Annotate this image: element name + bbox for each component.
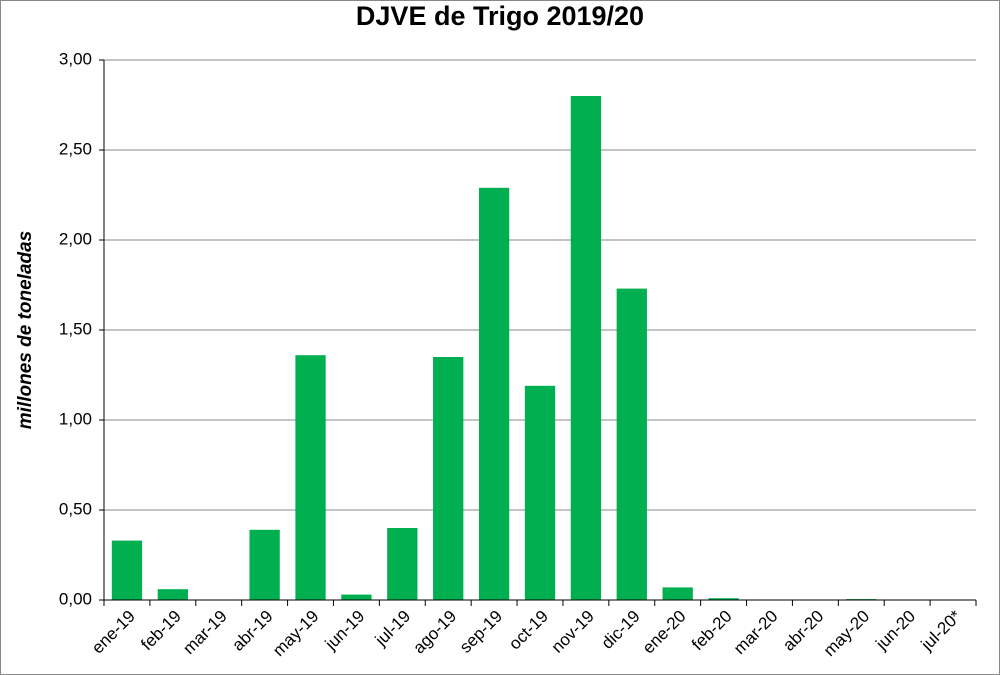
y-tick-label: 3,00 (59, 49, 92, 68)
bar (616, 288, 647, 600)
bar (478, 187, 510, 601)
y-tick-label: 0,00 (59, 589, 92, 608)
y-tick-label: 0,50 (59, 499, 92, 518)
bar (708, 598, 739, 600)
bar (295, 355, 326, 600)
bar (524, 385, 556, 600)
y-tick-label: 2,00 (59, 229, 92, 248)
chart-title: DJVE de Trigo 2019/20 (356, 1, 644, 31)
y-axis-label: millones de toneladas (15, 231, 36, 430)
bar (111, 540, 143, 600)
y-tick-label: 1,00 (59, 409, 92, 428)
bar (433, 357, 464, 600)
y-tick-label: 1,50 (59, 319, 92, 338)
bar (249, 529, 280, 600)
bar (570, 96, 602, 600)
bar (341, 594, 372, 600)
bar (662, 587, 693, 600)
bar (387, 528, 418, 600)
y-tick-label: 2,50 (59, 139, 92, 158)
bar (157, 589, 188, 600)
